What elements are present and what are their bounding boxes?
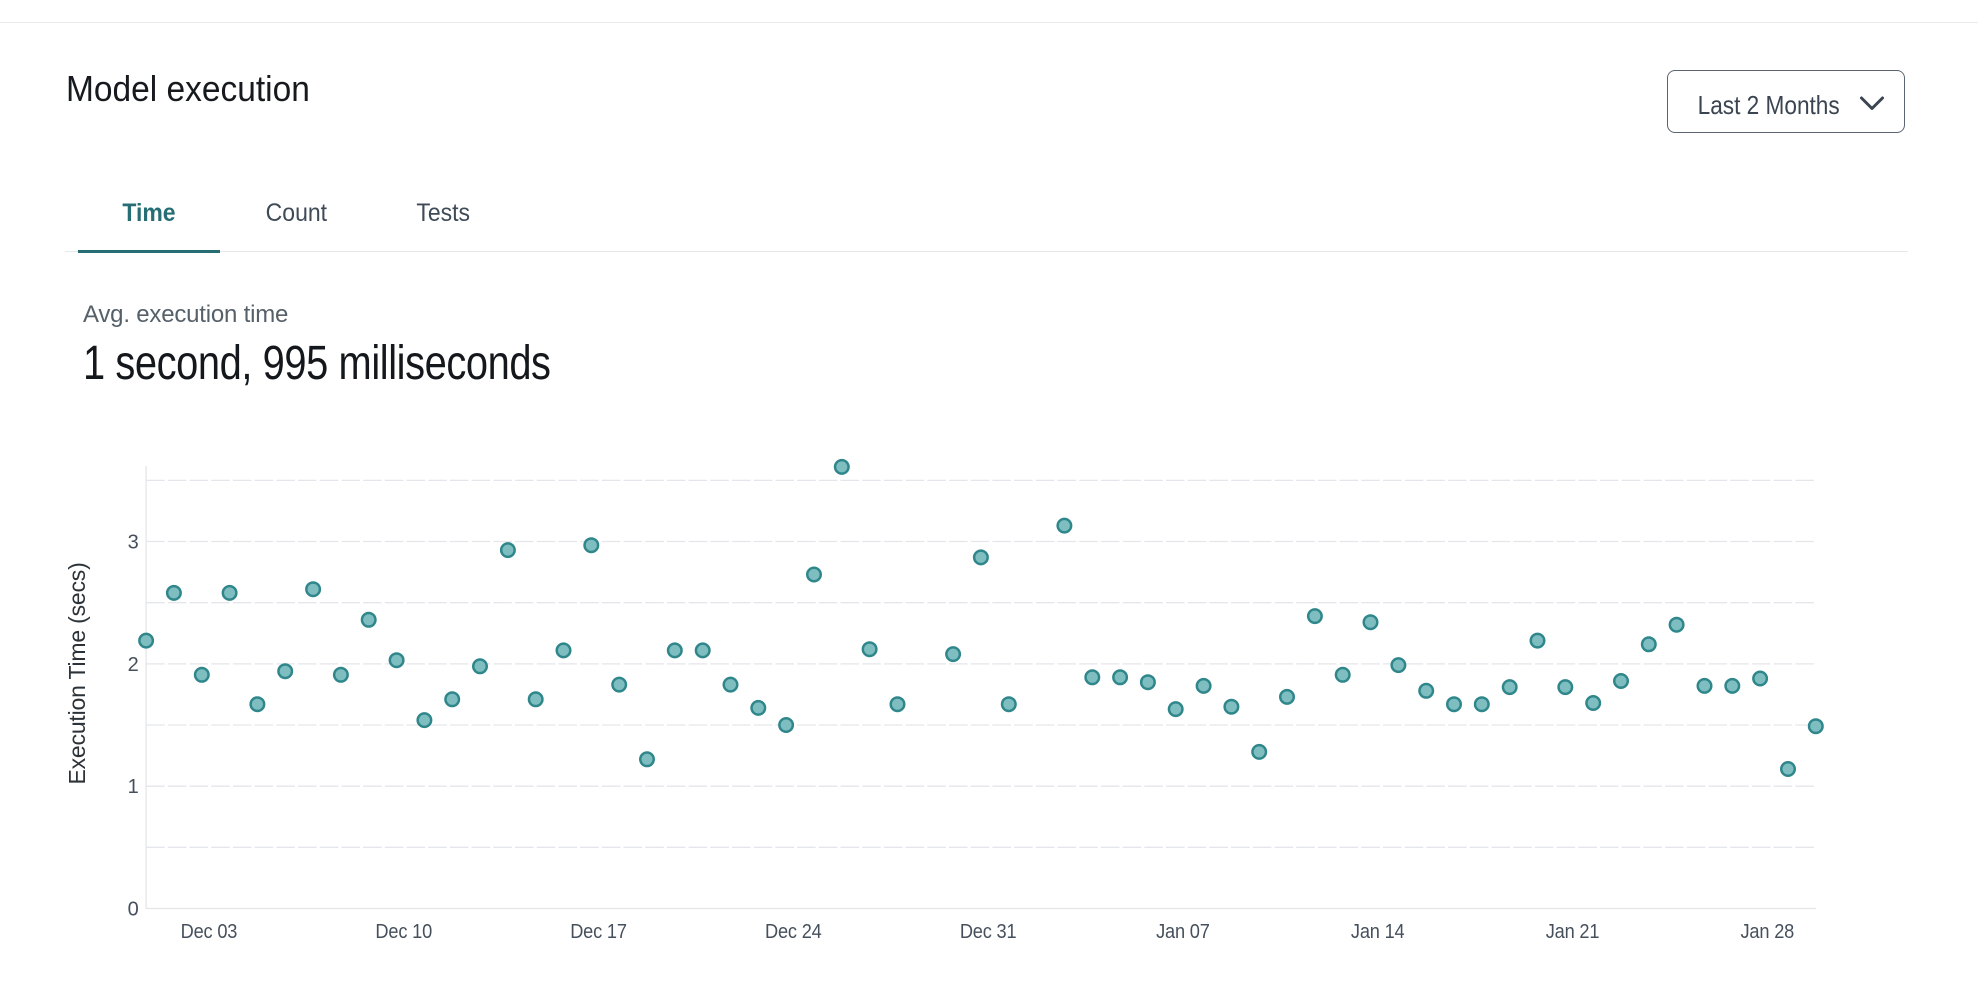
data-point[interactable]	[1613, 673, 1629, 689]
data-point[interactable]	[1557, 679, 1574, 696]
data-point[interactable]	[1000, 696, 1017, 713]
x-tick-label: Jan 28	[1741, 921, 1795, 943]
data-point[interactable]	[833, 458, 850, 475]
data-point[interactable]	[639, 751, 655, 768]
data-point[interactable]	[193, 666, 210, 683]
data-point[interactable]	[1780, 761, 1796, 777]
data-point[interactable]	[1223, 698, 1240, 715]
data-point[interactable]	[861, 641, 878, 658]
active-tab-underline	[78, 250, 220, 253]
data-point[interactable]	[221, 584, 238, 601]
data-point[interactable]	[305, 581, 322, 598]
data-point[interactable]	[750, 699, 767, 716]
data-point[interactable]	[1473, 696, 1490, 713]
execution-time-chart[interactable]: 0 1 2 3 Dec 03 Dec 10 Dec 17 Dec 24 Dec 31 Jan 07…	[0, 425, 1978, 1000]
data-point[interactable]	[1279, 688, 1295, 705]
data-point[interactable]	[1807, 718, 1824, 735]
tab-label: Time	[122, 199, 176, 227]
tab-label: Count	[265, 199, 327, 227]
data-point[interactable]	[1501, 679, 1518, 696]
data-point[interactable]	[527, 691, 544, 708]
data-point[interactable]	[1334, 666, 1351, 683]
data-point[interactable]	[694, 642, 711, 659]
data-point[interactable]	[388, 652, 405, 669]
x-tick-label: Dec 10	[375, 921, 432, 943]
tab-time[interactable]: Time	[78, 190, 220, 253]
data-point[interactable]	[611, 676, 628, 693]
data-point[interactable]	[722, 676, 739, 693]
data-point[interactable]	[1251, 743, 1268, 760]
metric-value: 1 second, 995 milliseconds	[83, 337, 551, 390]
data-point[interactable]	[666, 642, 683, 659]
data-point[interactable]	[277, 663, 294, 680]
data-point[interactable]	[416, 712, 433, 729]
data-point[interactable]	[583, 537, 600, 554]
data-point[interactable]	[332, 666, 349, 683]
x-tick-label: Jan 07	[1156, 921, 1210, 943]
data-point[interactable]	[1362, 614, 1379, 631]
top-divider	[0, 22, 1978, 23]
y-tick-label: 2	[128, 654, 139, 676]
metric-label: Avg. execution time	[83, 301, 289, 328]
chevron-down-icon	[1860, 96, 1885, 110]
data-point[interactable]	[1724, 677, 1741, 694]
x-tick-label: Dec 17	[570, 921, 627, 943]
data-point[interactable]	[945, 646, 962, 663]
x-tick-label: Dec 24	[765, 921, 822, 943]
data-point[interactable]	[1390, 657, 1407, 674]
data-point[interactable]	[1752, 670, 1769, 687]
data-point[interactable]	[1640, 636, 1657, 653]
x-tick-label: Jan 14	[1351, 921, 1405, 943]
data-point[interactable]	[1529, 632, 1546, 649]
data-point[interactable]	[472, 658, 488, 675]
data-point[interactable]	[1585, 695, 1602, 711]
data-point[interactable]	[1056, 517, 1073, 534]
data-point[interactable]	[1112, 669, 1129, 686]
data-point[interactable]	[138, 632, 155, 649]
data-point[interactable]	[1167, 701, 1184, 718]
tab-bar: Time Count Tests	[65, 190, 1908, 253]
data-point[interactable]	[1195, 677, 1212, 694]
tab-tests[interactable]: Tests	[372, 190, 514, 251]
data-point[interactable]	[806, 566, 822, 583]
x-tick-label: Jan 21	[1546, 921, 1600, 943]
data-point[interactable]	[165, 584, 182, 601]
y-axis-title: Execution Time (secs)	[64, 562, 90, 784]
data-point[interactable]	[249, 696, 266, 713]
data-point[interactable]	[555, 642, 572, 659]
data-point[interactable]	[1418, 682, 1435, 699]
data-point[interactable]	[972, 549, 989, 566]
tab-count[interactable]: Count	[225, 190, 367, 251]
data-point[interactable]	[778, 717, 795, 733]
date-range-button[interactable]: Last 2 Months	[1667, 70, 1905, 133]
data-point[interactable]	[889, 696, 906, 713]
data-point[interactable]	[360, 611, 377, 628]
x-tick-label: Dec 03	[181, 921, 238, 943]
y-tick-label: 1	[128, 776, 139, 798]
data-point[interactable]	[1139, 674, 1156, 691]
y-tick-label: 3	[128, 532, 139, 554]
page-title: Model execution	[66, 68, 310, 109]
data-point[interactable]	[1084, 669, 1101, 686]
data-point[interactable]	[1306, 608, 1323, 625]
data-point[interactable]	[499, 542, 516, 559]
data-point[interactable]	[444, 691, 461, 708]
data-point[interactable]	[1696, 677, 1713, 694]
tab-label: Tests	[416, 199, 470, 227]
data-point[interactable]	[1446, 696, 1462, 713]
date-range-label: Last 2 Months	[1697, 89, 1840, 120]
y-tick-label: 0	[128, 899, 139, 921]
data-point[interactable]	[1668, 616, 1685, 633]
x-tick-label: Dec 31	[960, 921, 1017, 943]
